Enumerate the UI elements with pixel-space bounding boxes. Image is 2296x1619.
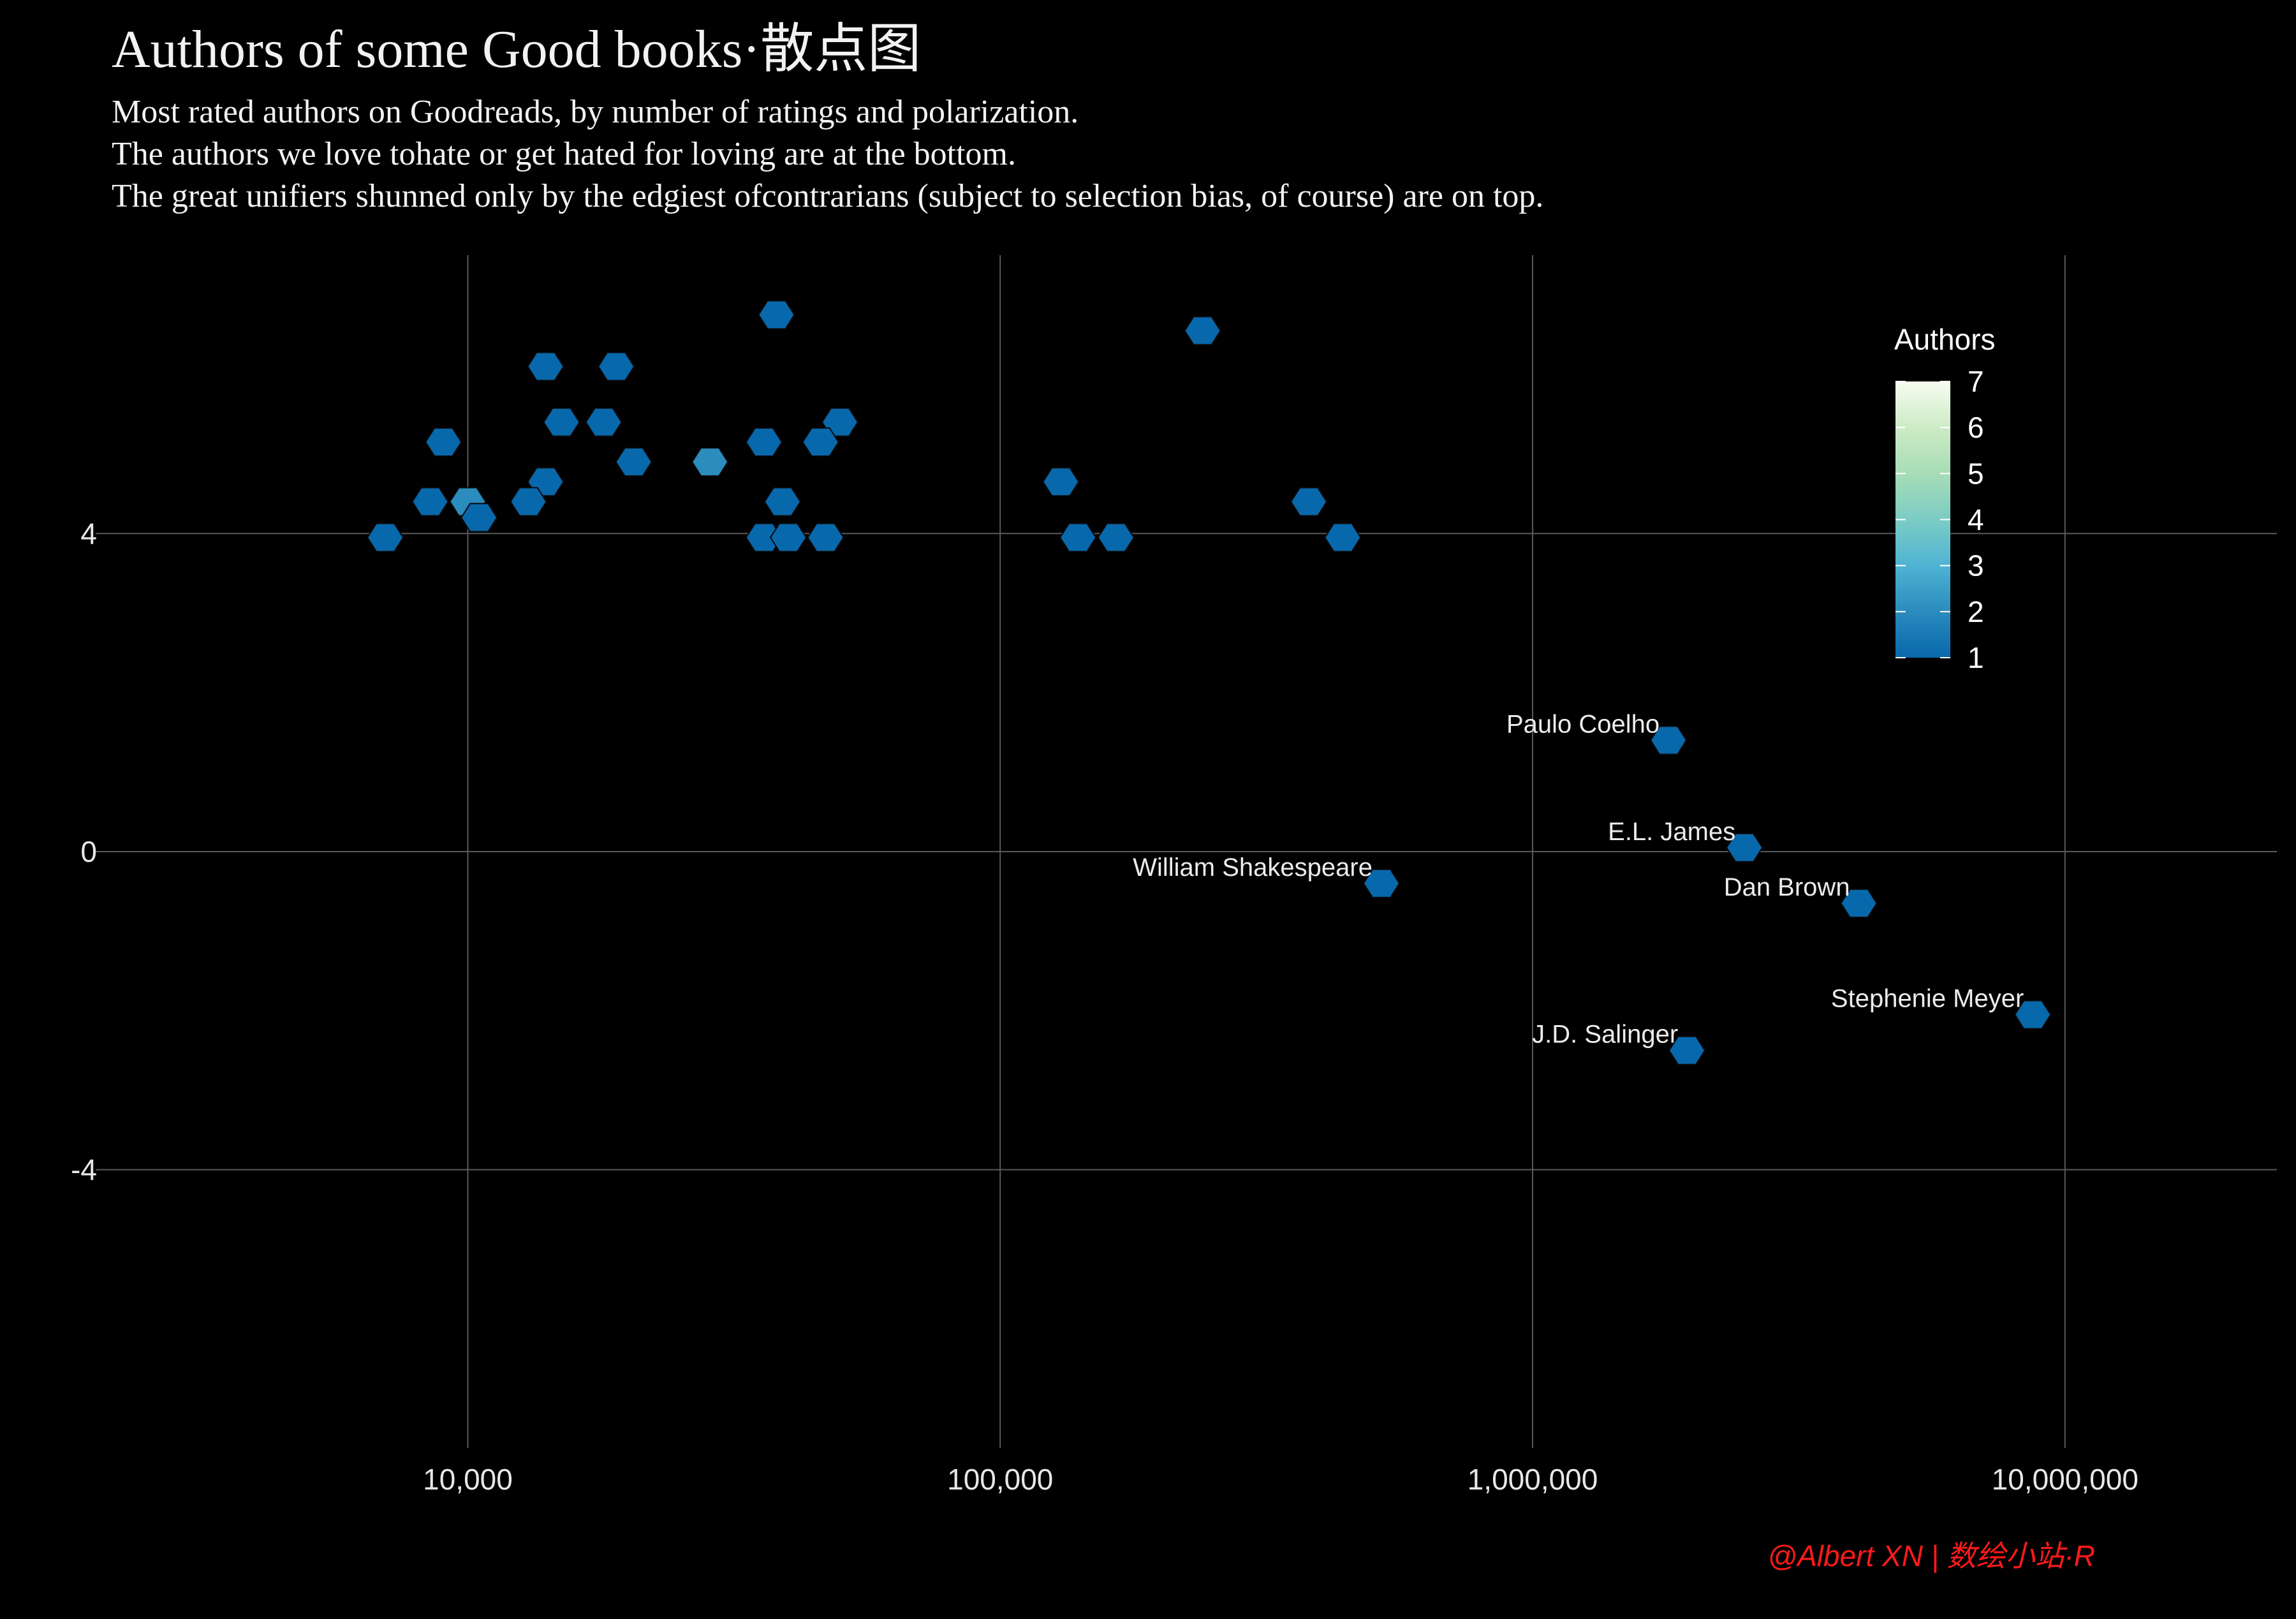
hex-bin [807, 522, 844, 552]
hex-bin [1097, 522, 1135, 552]
hex-bin [1042, 467, 1080, 497]
hex-bin [425, 427, 462, 457]
hex-bin [1059, 522, 1097, 552]
hex-bin [1184, 316, 1221, 346]
x-tick-label: 10,000,000 [1992, 1463, 2138, 1496]
legend-label: 5 [1968, 457, 1984, 490]
legend-label: 3 [1968, 549, 1984, 582]
chart-subtitle-line-3: The great unifiers shunned only by the e… [112, 178, 1543, 214]
legend-label: 1 [1968, 641, 1984, 674]
hex-bin [802, 427, 839, 457]
annotated-hex-bin [1840, 889, 1878, 918]
legend-ticks: 7 6 5 4 3 2 1 [1895, 365, 1984, 674]
hex-bin [367, 522, 404, 552]
author-label: Dan Brown [1724, 873, 1850, 901]
hex-bin [1324, 522, 1362, 552]
hex-bin [460, 503, 498, 533]
chart-title: Authors of some Good books·散点图 [112, 20, 921, 79]
hex-bin [691, 447, 729, 477]
hex-bin [615, 447, 652, 477]
legend-label: 7 [1968, 365, 1984, 398]
x-tick-label: 1,000,000 [1468, 1463, 1598, 1496]
annotations: Paulo Coelho E.L. James William Shakespear… [1133, 710, 2052, 1065]
author-label: J.D. Salinger [1532, 1021, 1678, 1049]
y-tick-label: 4 [80, 517, 97, 550]
axes: 10,000 100,000 1,000,000 10,000,000 4 0 -4 [71, 517, 2138, 1496]
legend: Authors 7 6 5 4 3 2 1 [1894, 323, 1996, 674]
annotated-hex-bin [1649, 725, 1688, 755]
annotated-hex-bin [1726, 832, 1763, 862]
grid [96, 255, 2277, 1448]
x-tick-label: 10,000 [423, 1463, 513, 1496]
legend-title: Authors [1894, 323, 1996, 356]
hex-bin [1290, 487, 1328, 517]
y-tick-label: -4 [71, 1153, 97, 1187]
hex-bin [527, 351, 564, 381]
author-label: Paulo Coelho [1506, 710, 1659, 738]
watermark: @Albert XN | 数绘小站·R [1767, 1539, 2095, 1572]
hex-bin [769, 522, 807, 552]
chart-subtitle-line-2: The authors we love tohate or get hated … [112, 136, 1016, 172]
hex-bin [763, 487, 802, 517]
author-label: Stephenie Meyer [1831, 985, 2024, 1013]
legend-label: 2 [1968, 595, 1984, 628]
author-label: E.L. James [1608, 818, 1735, 846]
annotated-hex-bin [2014, 1000, 2052, 1030]
annotated-hex-bin [1362, 868, 1401, 898]
legend-label: 6 [1968, 411, 1984, 444]
hex-bins [367, 300, 1362, 552]
hex-bin [758, 300, 795, 330]
hex-bin [745, 427, 783, 457]
hex-bin [598, 351, 635, 381]
legend-label: 4 [1968, 503, 1984, 536]
x-tick-label: 100,000 [947, 1463, 1053, 1496]
hex-bin [411, 487, 449, 517]
y-tick-label: 0 [80, 835, 97, 868]
hex-bin [510, 487, 547, 517]
author-label: William Shakespeare [1133, 854, 1372, 882]
chart-subtitle-line-1: Most rated authors on Goodreads, by numb… [112, 94, 1078, 130]
hex-bin [585, 407, 622, 437]
hex-bin [543, 407, 580, 437]
annotated-hex-bin [1668, 1035, 1706, 1065]
